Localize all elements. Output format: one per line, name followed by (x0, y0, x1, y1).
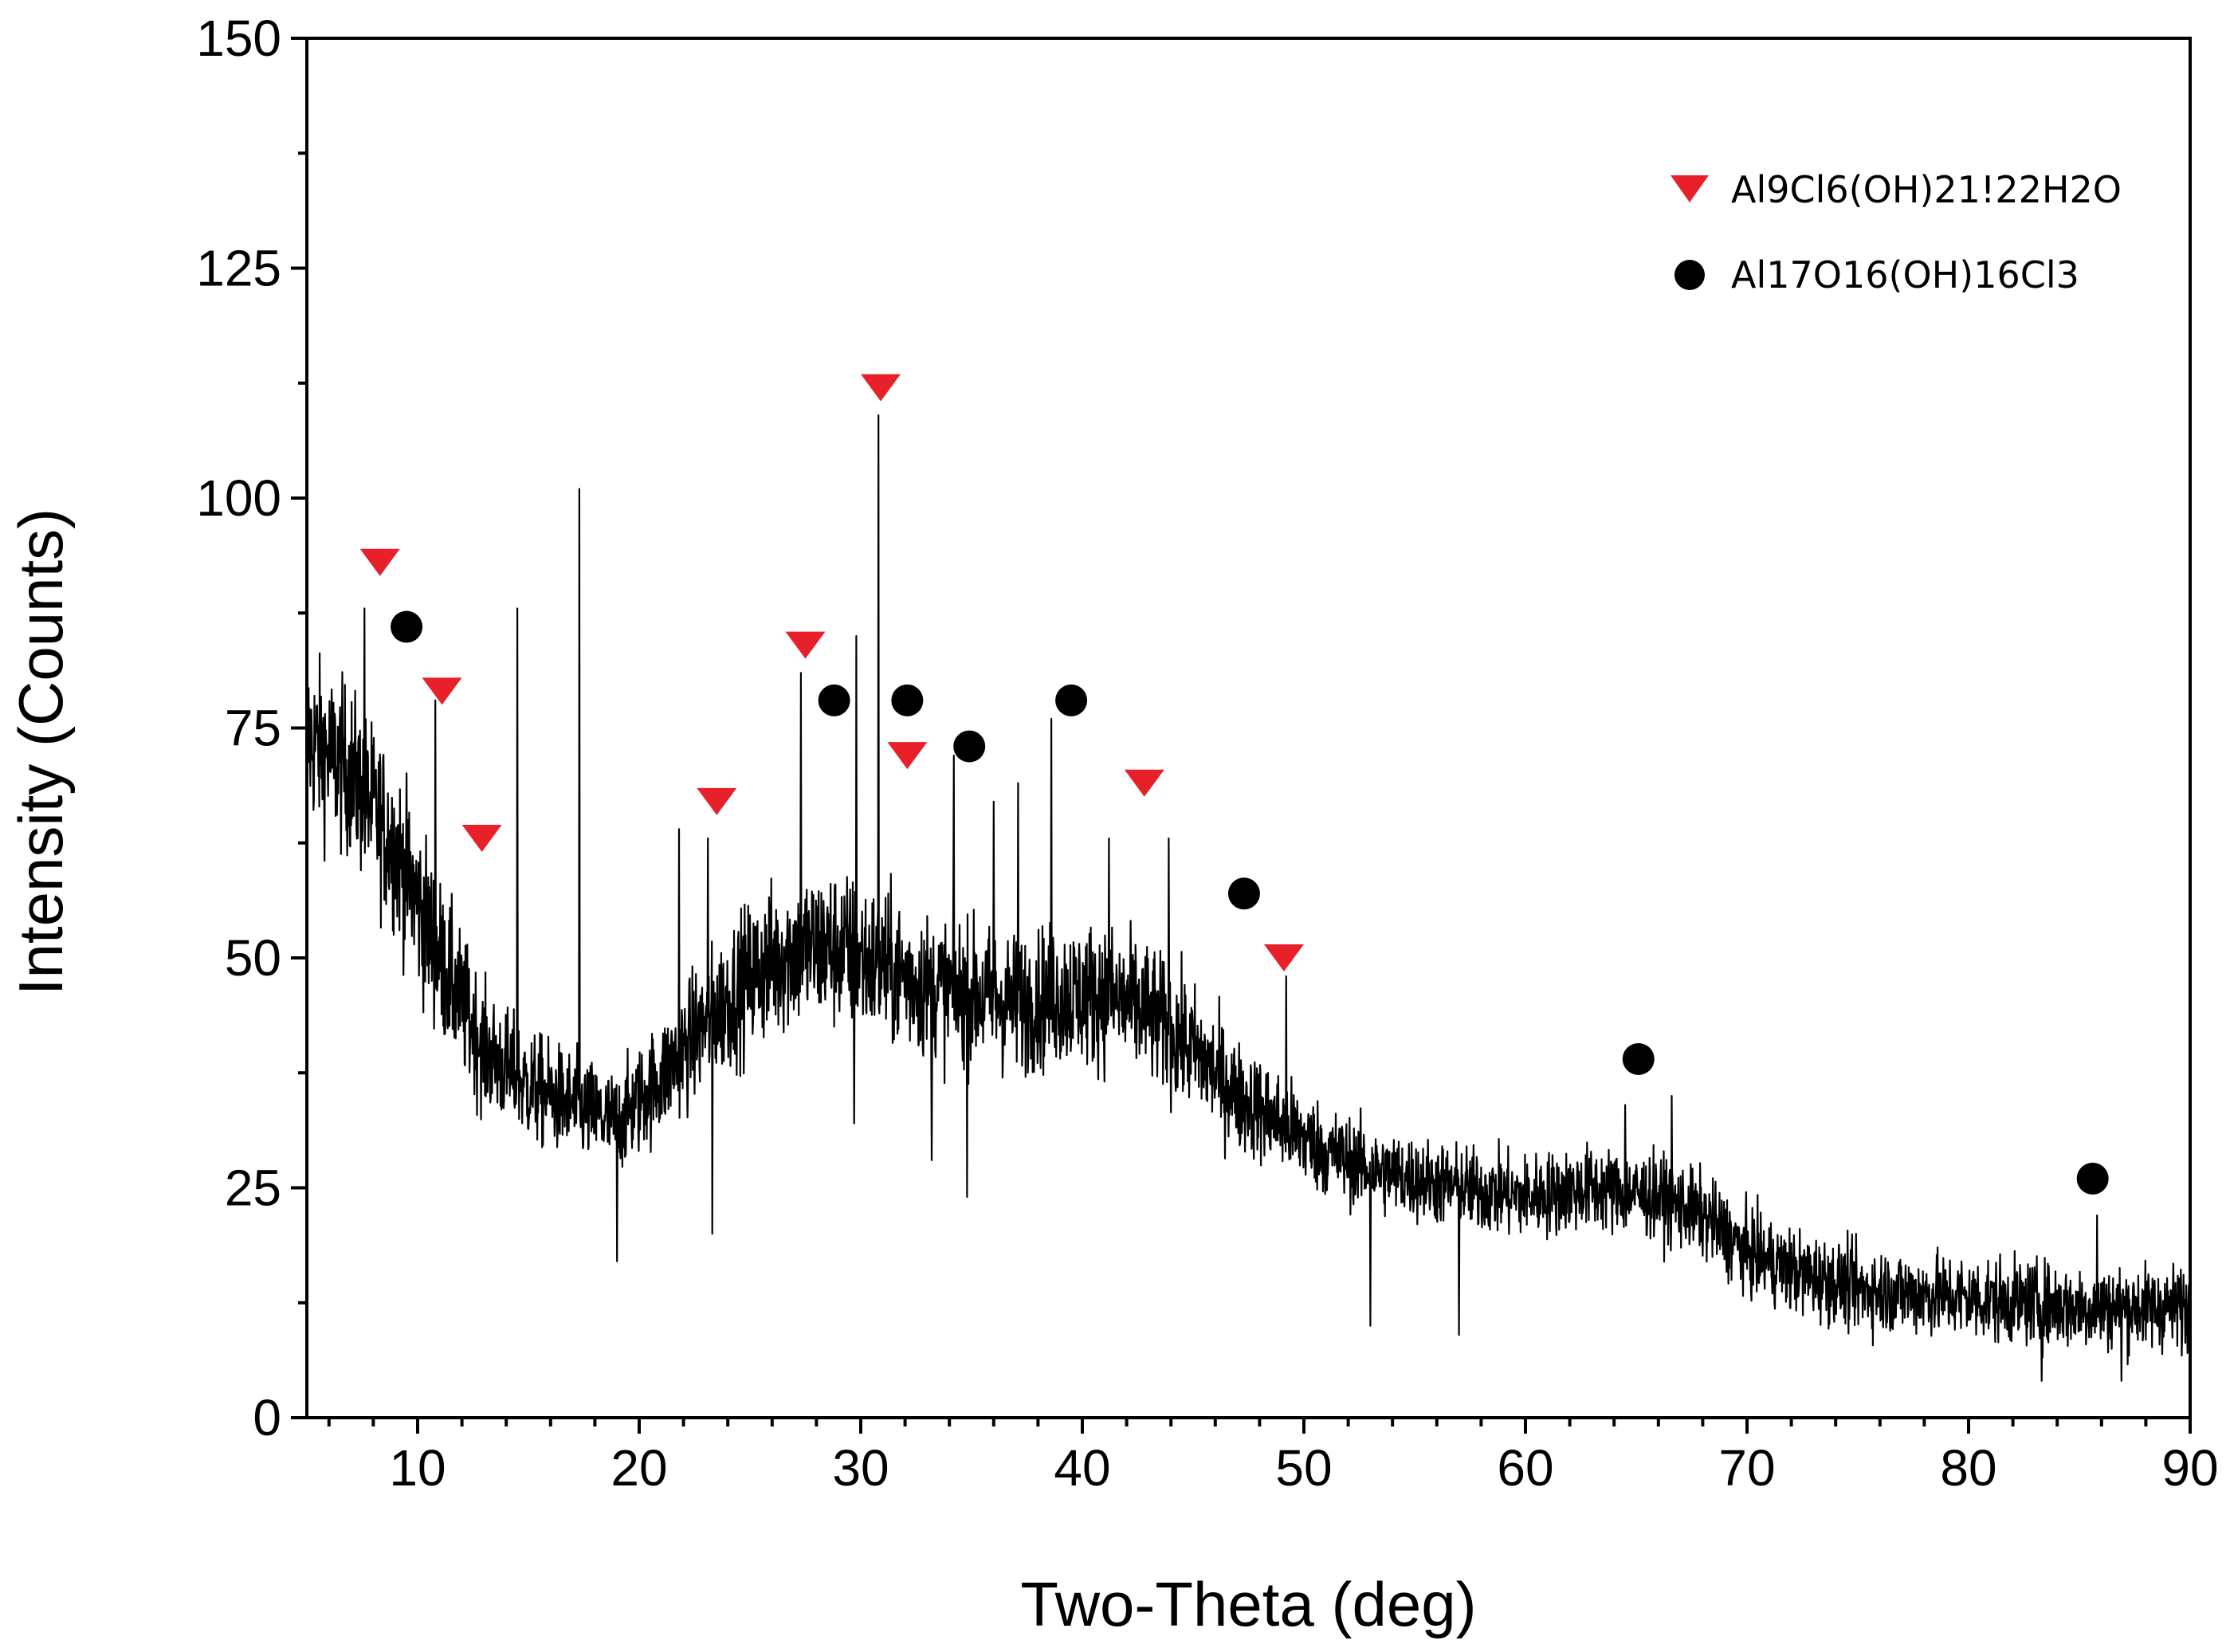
marker-triangle-3 (697, 787, 737, 815)
y-tick-label-0: 0 (253, 1389, 281, 1446)
marker-triangle-6 (887, 742, 928, 770)
marker-triangle-7 (1124, 769, 1164, 797)
marker-triangle-0 (359, 548, 400, 576)
marker-circle-6 (1622, 1042, 1655, 1075)
x-tick-label-90: 90 (2161, 1439, 2218, 1497)
plot-area (305, 414, 2192, 1382)
marker-circle-3 (953, 730, 986, 763)
marker-triangle-4 (785, 631, 826, 659)
phase-markers (359, 374, 2109, 1195)
data-series-line (305, 414, 2192, 1382)
y-tick-label-75: 75 (225, 700, 281, 757)
y-tick-label-125: 125 (196, 240, 281, 297)
x-tick-label-20: 20 (611, 1439, 667, 1497)
legend-marker-circle (1674, 260, 1705, 290)
legend: Al9Cl6(OH)21!22H2O Al17O16(OH)16Cl3 (1671, 168, 2122, 296)
y-tick-label-100: 100 (196, 469, 281, 527)
x-tick-label-60: 60 (1497, 1439, 1553, 1497)
x-tick-label-30: 30 (832, 1439, 889, 1497)
axis-ticks (291, 37, 2192, 1434)
legend-item-al9cl6: Al9Cl6(OH)21!22H2O (1671, 168, 2122, 211)
y-tick-label-25: 25 (225, 1160, 281, 1217)
x-tick-label-80: 80 (1940, 1439, 1996, 1497)
x-tick-label-40: 40 (1054, 1439, 1110, 1497)
marker-circle-2 (891, 684, 924, 716)
marker-circle-4 (1055, 684, 1088, 716)
marker-circle-1 (818, 684, 850, 716)
legend-item-al17o16: Al17O16(OH)16Cl3 (1674, 253, 2079, 296)
x-tick-label-70: 70 (1718, 1439, 1775, 1497)
marker-triangle-5 (861, 374, 901, 402)
marker-triangle-2 (461, 824, 502, 852)
marker-circle-0 (391, 610, 423, 643)
x-tick-label-50: 50 (1275, 1439, 1332, 1497)
x-tick-labels: 10 20 30 40 50 60 70 80 90 (389, 1439, 2218, 1497)
legend-marker-triangle (1671, 175, 1709, 202)
y-tick-labels: 0 25 50 75 100 125 150 (196, 10, 281, 1446)
marker-circle-5 (1227, 877, 1260, 910)
x-axis-title: Two-Theta (deg) (1020, 1569, 1476, 1639)
legend-label-al9cl6: Al9Cl6(OH)21!22H2O (1731, 168, 2122, 211)
y-tick-label-150: 150 (196, 10, 281, 67)
marker-triangle-8 (1263, 944, 1304, 971)
x-tick-label-10: 10 (389, 1439, 446, 1497)
y-axis-title: Intensity (Counts) (6, 508, 76, 995)
marker-triangle-1 (422, 677, 462, 705)
marker-circle-7 (2076, 1162, 2109, 1195)
legend-label-al17o16: Al17O16(OH)16Cl3 (1731, 253, 2079, 296)
y-tick-label-50: 50 (225, 929, 281, 987)
